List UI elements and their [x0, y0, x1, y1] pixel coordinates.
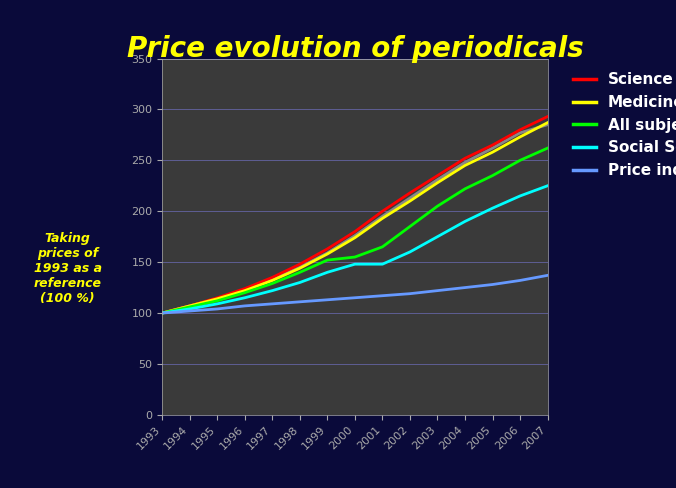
Price index — [213, 306, 221, 312]
Medicine — [186, 303, 194, 309]
Social Scienc — [268, 288, 276, 294]
Social Scienc — [296, 280, 304, 285]
Medicine — [379, 215, 387, 221]
Price index — [158, 310, 166, 316]
Social Scienc — [241, 295, 249, 301]
Social Scienc — [544, 183, 552, 189]
Price index — [241, 303, 249, 309]
All subjects — [296, 269, 304, 275]
Legend: Science, Medicine, All subjects, Social Scienc, Price index: Science, Medicine, All subjects, Social … — [566, 66, 676, 184]
Price index — [351, 295, 359, 301]
Medicine — [241, 288, 249, 294]
All subjects — [213, 298, 221, 304]
Science — [489, 142, 497, 148]
Medicine — [461, 163, 469, 168]
Science — [186, 303, 194, 309]
All subjects — [544, 145, 552, 151]
Science — [461, 155, 469, 161]
Science — [544, 114, 552, 120]
Price index — [379, 293, 387, 299]
Social Scienc — [351, 261, 359, 267]
Price index — [323, 297, 331, 303]
Social Scienc — [186, 306, 194, 312]
All subjects — [516, 158, 524, 163]
Science — [406, 190, 414, 196]
All subjects — [461, 186, 469, 192]
Medicine — [433, 180, 441, 185]
Line: Price index: Price index — [162, 275, 548, 313]
Social Scienc — [516, 193, 524, 199]
All subjects — [323, 257, 331, 263]
All subjects — [186, 304, 194, 310]
Science — [433, 173, 441, 179]
Medicine — [544, 120, 552, 125]
All subjects — [379, 244, 387, 250]
Science — [241, 285, 249, 291]
Social Scienc — [379, 261, 387, 267]
Medicine — [268, 278, 276, 284]
Medicine — [323, 251, 331, 257]
All subjects — [351, 254, 359, 260]
Social Scienc — [461, 219, 469, 224]
Social Scienc — [406, 249, 414, 255]
Text: Price evolution of periodicals: Price evolution of periodicals — [126, 36, 583, 63]
Science — [351, 229, 359, 235]
Price index — [296, 299, 304, 305]
Science — [379, 208, 387, 214]
Price index — [489, 282, 497, 287]
All subjects — [241, 290, 249, 296]
Social Scienc — [489, 205, 497, 211]
Line: Science: Science — [162, 117, 548, 313]
Price index — [461, 285, 469, 290]
Medicine — [296, 265, 304, 271]
Social Scienc — [433, 234, 441, 240]
Science — [296, 261, 304, 267]
Science — [158, 310, 166, 316]
Science — [213, 295, 221, 301]
Price index — [406, 291, 414, 297]
Price index — [186, 308, 194, 314]
Line: Medicine: Medicine — [162, 122, 548, 313]
All subjects — [433, 203, 441, 209]
Line: All subjects: All subjects — [162, 148, 548, 313]
Price index — [268, 301, 276, 307]
Medicine — [351, 235, 359, 241]
Medicine — [406, 198, 414, 204]
Price index — [544, 272, 552, 278]
Medicine — [158, 310, 166, 316]
Price index — [516, 278, 524, 284]
Social Scienc — [323, 269, 331, 275]
Science — [516, 127, 524, 133]
Medicine — [213, 296, 221, 302]
Social Scienc — [213, 301, 221, 307]
Medicine — [489, 149, 497, 155]
Medicine — [516, 134, 524, 140]
Science — [323, 246, 331, 252]
Price index — [433, 288, 441, 294]
All subjects — [268, 281, 276, 286]
All subjects — [158, 310, 166, 316]
All subjects — [406, 224, 414, 229]
Social Scienc — [158, 310, 166, 316]
Science — [268, 274, 276, 280]
All subjects — [489, 173, 497, 179]
Line: Social Scienc: Social Scienc — [162, 186, 548, 313]
Text: Taking
prices of
1993 as a
reference
(100 %): Taking prices of 1993 as a reference (10… — [34, 232, 101, 305]
